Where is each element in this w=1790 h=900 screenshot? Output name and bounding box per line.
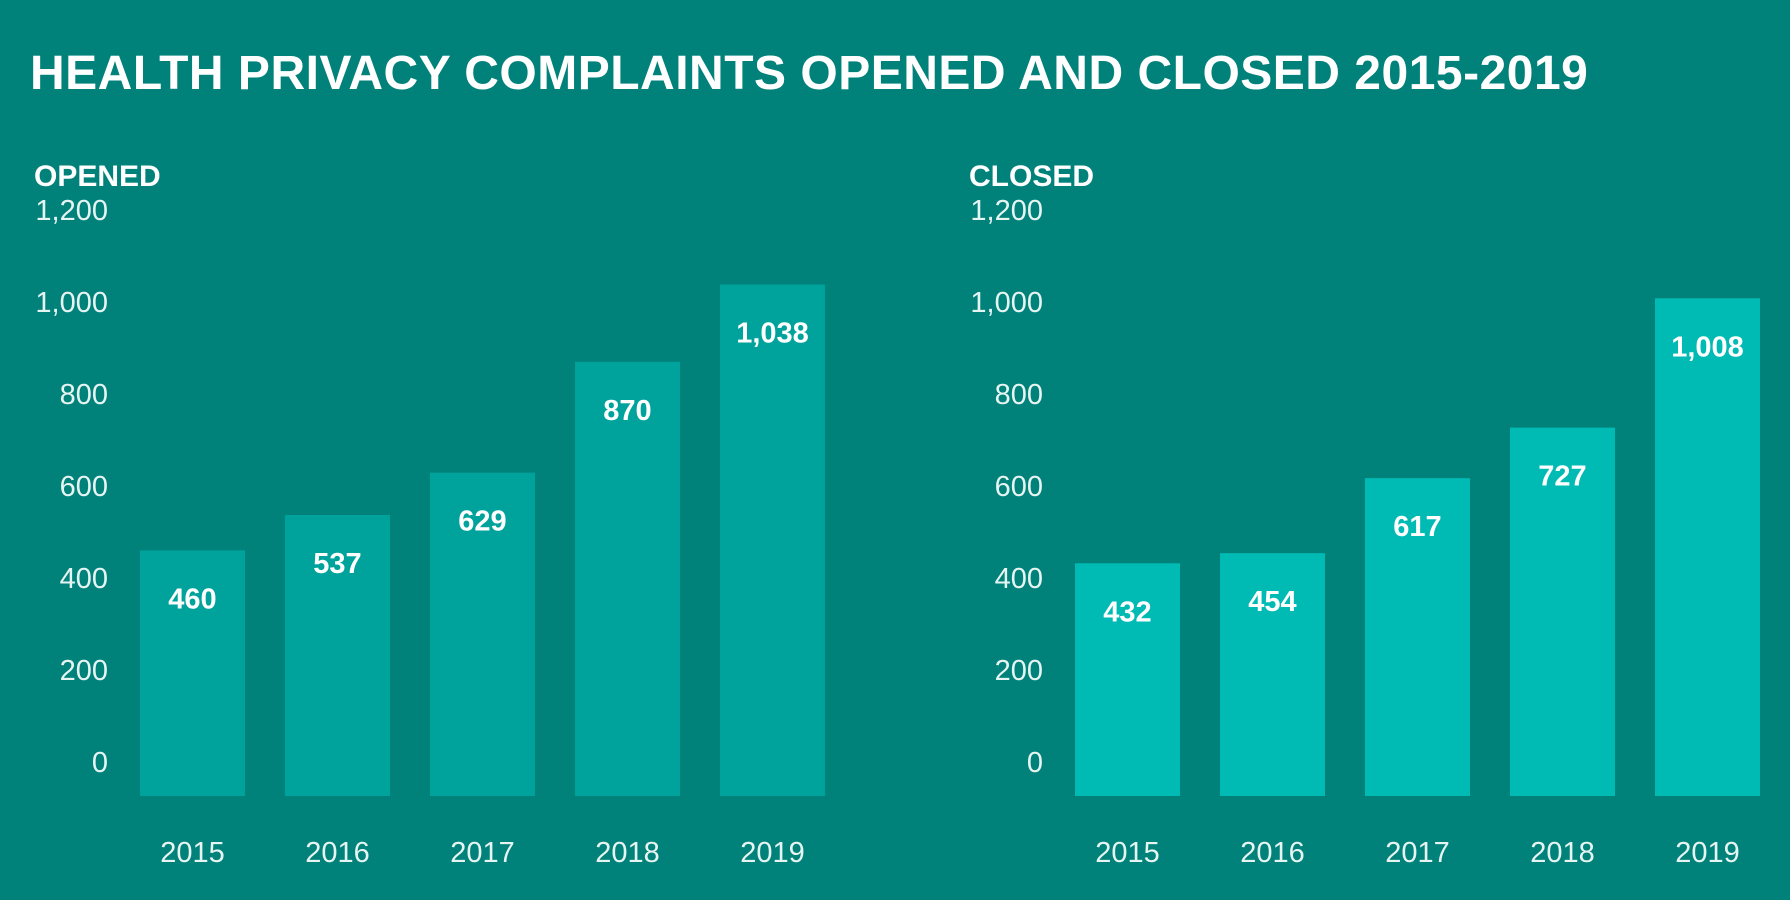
opened-bar [285, 514, 390, 796]
closed-y-tick-label: 400 [995, 563, 1043, 595]
opened-x-tick-label: 2016 [305, 837, 370, 869]
closed-x-tick-label: 2018 [1530, 837, 1595, 869]
closed-bar [1655, 298, 1760, 796]
closed-y-tick-label: 1,000 [970, 287, 1043, 319]
opened-value-label: 629 [458, 506, 506, 538]
closed-x-tick-label: 2019 [1675, 837, 1740, 869]
closed-x-tick-label: 2015 [1095, 837, 1160, 869]
opened-y-tick-label: 200 [60, 655, 108, 687]
opened-value-label: 870 [603, 395, 651, 427]
opened-x-tick-label: 2018 [595, 837, 660, 869]
opened-y-tick-label: 1,000 [35, 287, 108, 319]
opened-value-label: 537 [313, 548, 361, 580]
opened-bar [140, 550, 245, 796]
closed-y-tick-label: 200 [995, 655, 1043, 687]
closed-value-label: 727 [1538, 461, 1586, 493]
closed-x-tick-label: 2017 [1385, 837, 1450, 869]
closed-value-label: 432 [1103, 596, 1151, 628]
closed-y-tick-label: 600 [995, 471, 1043, 503]
closed-y-tick-label: 0 [1027, 747, 1043, 779]
closed-chart: CLOSED 0 200 400 600 800 1,000 1,200 432 2015 454… [935, 150, 1790, 900]
closed-y-tick-label: 1,200 [970, 195, 1043, 227]
opened-x-tick-label: 2015 [160, 837, 225, 869]
closed-bar [1075, 563, 1180, 796]
closed-value-label: 1,008 [1671, 331, 1744, 363]
closed-bar [1510, 427, 1615, 796]
closed-chart-title: CLOSED [969, 160, 1095, 193]
opened-y-tick-label: 400 [60, 563, 108, 595]
opened-bar [430, 472, 535, 796]
opened-value-label: 1,038 [736, 318, 809, 350]
opened-y-tick-label: 1,200 [35, 195, 108, 227]
opened-bar [575, 361, 680, 796]
opened-chart: OPENED 0 200 400 600 800 1,000 1,200 460 2015 537… [0, 150, 860, 900]
opened-chart-plot: 0 200 400 600 800 1,000 1,200 460 2015 537 2016 629… [35, 195, 825, 869]
closed-y-tick-label: 800 [995, 379, 1043, 411]
closed-value-label: 454 [1248, 586, 1296, 618]
opened-x-tick-label: 2017 [450, 837, 515, 869]
opened-chart-title: OPENED [34, 160, 161, 193]
opened-y-tick-label: 0 [92, 747, 108, 779]
closed-x-tick-label: 2016 [1240, 837, 1305, 869]
opened-bar [720, 284, 825, 796]
closed-bar [1220, 553, 1325, 796]
opened-x-tick-label: 2019 [740, 837, 805, 869]
opened-y-tick-label: 600 [60, 471, 108, 503]
closed-value-label: 617 [1393, 511, 1441, 543]
closed-bar [1365, 478, 1470, 796]
closed-chart-plot: 0 200 400 600 800 1,000 1,200 432 2015 454 2016 617… [970, 195, 1760, 869]
opened-value-label: 460 [168, 583, 216, 615]
opened-y-tick-label: 800 [60, 379, 108, 411]
page-title: HEALTH PRIVACY COMPLAINTS OPENED AND CLO… [30, 47, 1589, 100]
